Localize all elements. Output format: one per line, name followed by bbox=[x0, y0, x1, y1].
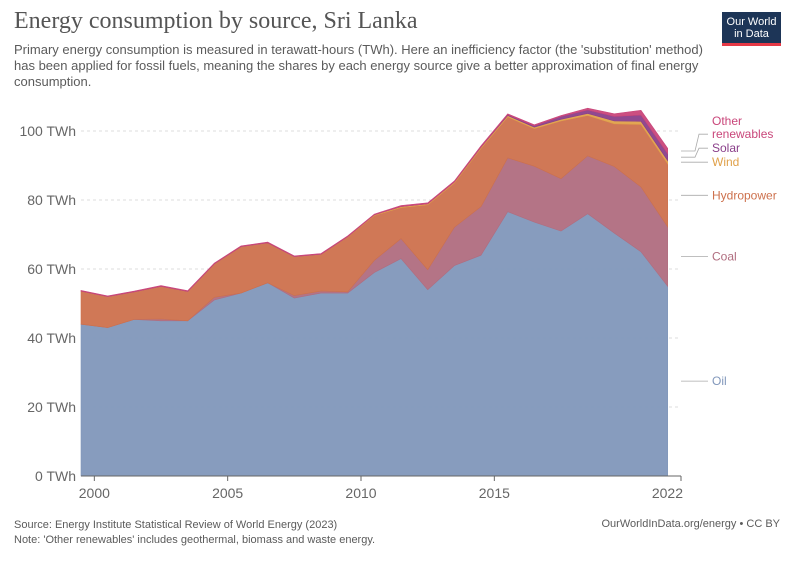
legend-label-hydropower: Hydropower bbox=[712, 188, 777, 202]
legend-label-coal: Coal bbox=[712, 250, 737, 264]
credit-link[interactable]: OurWorldInData.org/energy • CC BY bbox=[601, 518, 781, 530]
chart-title: Energy consumption by source, Sri Lanka bbox=[14, 8, 418, 34]
logo-line-2: in Data bbox=[734, 28, 769, 40]
legend-label-oil: Oil bbox=[712, 374, 727, 388]
x-tick-label: 2010 bbox=[345, 485, 376, 501]
legend-label-other_renewables: Other renewables bbox=[712, 114, 773, 141]
owid-logo[interactable]: Our World in Data bbox=[722, 12, 781, 46]
y-tick-label: 100 TWh bbox=[19, 123, 76, 139]
y-tick-label: 20 TWh bbox=[27, 399, 76, 415]
x-tick-label: 2015 bbox=[479, 485, 510, 501]
note-text: Note: 'Other renewables' includes geothe… bbox=[14, 534, 376, 546]
logo-line-1: Our World bbox=[726, 16, 777, 28]
x-tick-label: 2005 bbox=[212, 485, 243, 501]
y-tick-label: 40 TWh bbox=[27, 330, 76, 346]
legend-connector bbox=[681, 133, 708, 152]
y-tick-label: 60 TWh bbox=[27, 261, 76, 277]
chart-subtitle: Primary energy consumption is measured i… bbox=[14, 42, 703, 89]
x-tick-label: 2022 bbox=[652, 485, 683, 501]
legend-label-wind: Wind bbox=[712, 155, 739, 169]
x-tick-label: 2000 bbox=[79, 485, 110, 501]
y-tick-label: 0 TWh bbox=[35, 468, 76, 484]
source-text: Source: Energy Institute Statistical Rev… bbox=[14, 519, 338, 531]
legend-connector bbox=[681, 147, 708, 158]
y-tick-label: 80 TWh bbox=[27, 192, 76, 208]
legend-label-solar: Solar bbox=[712, 141, 740, 155]
footer-notes: Source: Energy Institute Statistical Rev… bbox=[14, 518, 375, 548]
area-other_renewables bbox=[80, 107, 668, 297]
